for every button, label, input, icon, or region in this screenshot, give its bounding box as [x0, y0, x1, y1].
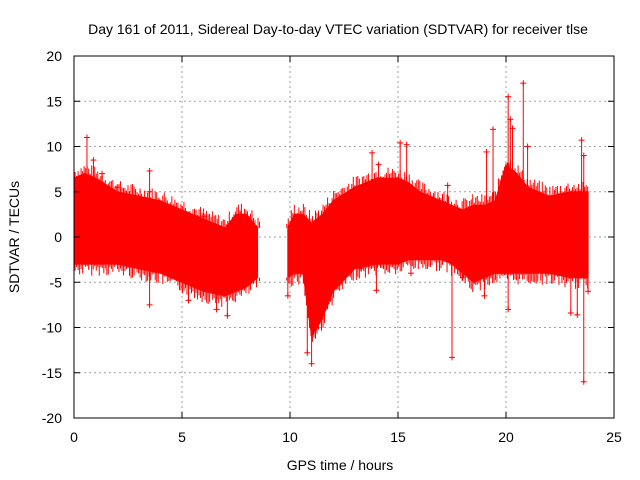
outlier-point: [114, 184, 121, 191]
outlier-point: [585, 288, 592, 295]
outlier-point: [490, 126, 497, 133]
outlier-point: [449, 354, 455, 361]
y-tick-label: -5: [50, 274, 63, 290]
axis-tick-labels: 0 5 10 15 20 25 -20 -15 -10 -5 0 5 10 15 20: [42, 48, 622, 445]
outlier-point: [304, 349, 311, 356]
data-band: [73, 173, 259, 297]
outlier-point: [578, 137, 585, 144]
outlier-point: [403, 141, 410, 148]
outlier-point: [444, 182, 451, 189]
outlier-point: [185, 297, 192, 304]
outlier-point: [83, 134, 90, 141]
outlier-point: [574, 311, 581, 318]
y-tick-label: 15: [46, 93, 62, 109]
chart-title: Day 161 of 2011, Sidereal Day-to-day VTE…: [88, 21, 588, 37]
outlier-point: [481, 292, 488, 299]
outlier-point: [284, 292, 291, 299]
outlier-point: [146, 188, 153, 195]
outlier-point: [375, 161, 382, 168]
y-tick-label: -10: [42, 320, 62, 336]
outlier-point: [99, 170, 106, 177]
outlier-point: [146, 167, 153, 174]
outlier-point: [580, 152, 587, 159]
data-band: [287, 163, 589, 339]
y-tick-label: 10: [46, 139, 62, 155]
x-tick-label: 20: [498, 429, 514, 445]
outlier-point: [407, 270, 414, 277]
outlier-point: [505, 93, 512, 100]
outlier-point: [507, 116, 514, 123]
outlier-point: [509, 125, 516, 132]
x-tick-label: 10: [282, 429, 298, 445]
x-tick-label: 25: [606, 429, 622, 445]
y-axis-label: SDTVAR / TECUs: [6, 181, 22, 293]
outlier-point: [373, 287, 380, 294]
outlier-point: [369, 149, 376, 156]
outlier-point: [524, 143, 531, 150]
outlier-point: [483, 148, 490, 155]
outlier-point: [520, 80, 527, 87]
x-tick-label: 15: [390, 429, 406, 445]
outlier-point: [358, 265, 365, 272]
y-tick-label: 5: [54, 184, 62, 200]
x-tick-label: 0: [70, 429, 78, 445]
x-tick-label: 5: [178, 429, 186, 445]
outlier-point: [459, 274, 466, 281]
y-tick-label: -20: [42, 410, 62, 426]
outlier-point: [312, 324, 319, 331]
outlier-point: [213, 306, 220, 313]
y-tick-label: 20: [46, 48, 62, 64]
data-series: [73, 80, 592, 385]
outlier-point: [224, 312, 231, 319]
axis-ticks: [73, 55, 615, 419]
outlier-point: [580, 378, 587, 385]
y-tick-label: 0: [54, 229, 62, 245]
outlier-point: [567, 310, 574, 317]
outlier-point: [397, 139, 404, 146]
outlier-point: [200, 213, 207, 220]
outlier-point: [505, 306, 512, 313]
y-tick-label: -15: [42, 365, 62, 381]
outlier-point: [237, 211, 244, 218]
outlier-point: [308, 360, 315, 367]
outlier-point: [90, 157, 97, 164]
outlier-point: [146, 301, 153, 308]
x-axis-label: GPS time / hours: [287, 457, 394, 473]
